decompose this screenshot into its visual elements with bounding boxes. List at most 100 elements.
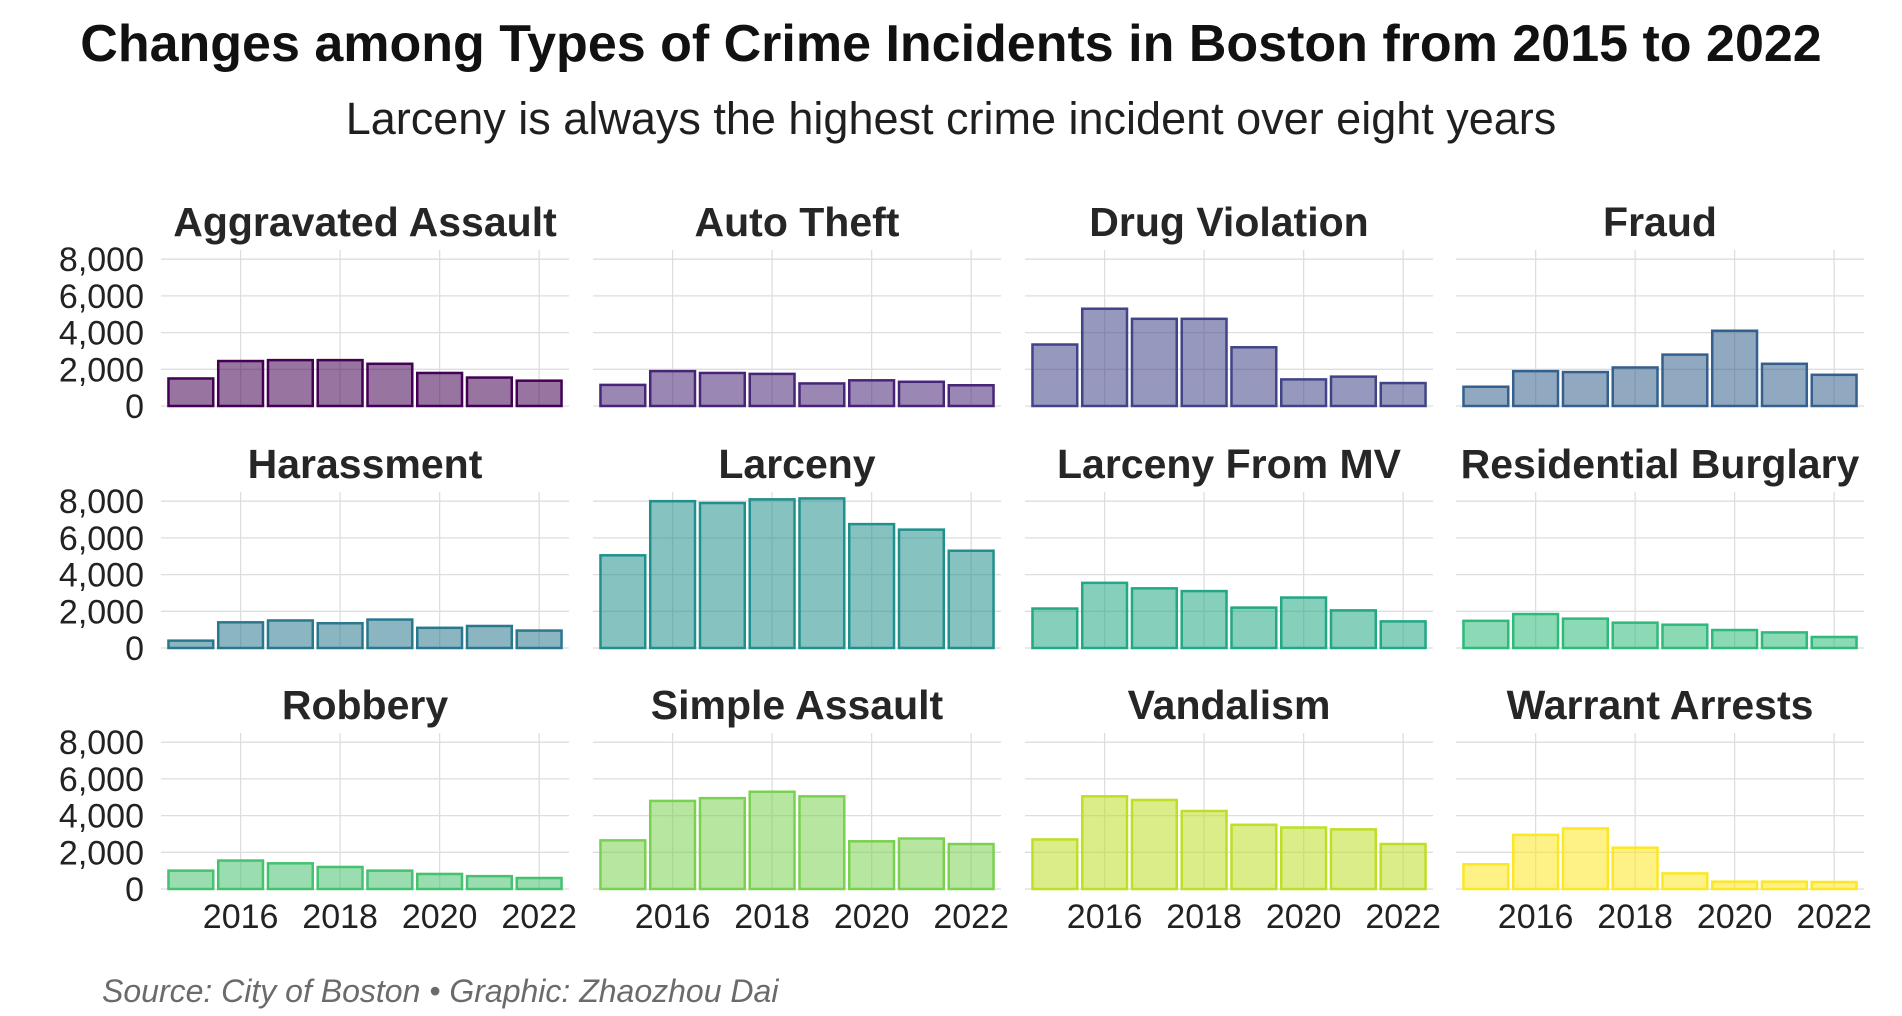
y-tick-label: 4,000 xyxy=(59,798,144,836)
bar-simple-assault-2017 xyxy=(698,796,747,891)
x-tick-label: 2022 xyxy=(501,898,577,936)
y-tick-label: 8,000 xyxy=(59,241,144,279)
y-tick-label: 0 xyxy=(125,388,144,426)
bar-harassment-2021 xyxy=(465,624,514,650)
bar-simple-assault-2022 xyxy=(947,842,995,891)
bar-residential-burglary-2016 xyxy=(1511,612,1560,650)
bar-auto-theft-2016 xyxy=(648,369,697,408)
bar-robbery-2020 xyxy=(415,872,464,891)
facet-warrant-arrests: Warrant Arrests 2016 2018 2020 2022 xyxy=(1456,682,1872,936)
x-tick-label: 2018 xyxy=(302,898,378,936)
x-tick-label: 2018 xyxy=(734,898,810,936)
facet-larceny-from-mv: Larceny From MV xyxy=(1025,441,1433,650)
facet-title: Auto Theft xyxy=(695,199,900,245)
bar-warrant-arrests-2017 xyxy=(1561,827,1610,891)
y-tick-label: 6,000 xyxy=(59,761,144,799)
bar-warrant-arrests-2015 xyxy=(1462,862,1510,891)
bar-vandalism-2016 xyxy=(1080,795,1129,891)
bar-auto-theft-2019 xyxy=(798,382,846,408)
bar-auto-theft-2017 xyxy=(698,371,747,408)
bar-simple-assault-2015 xyxy=(599,839,647,891)
bar-simple-assault-2016 xyxy=(648,799,697,891)
bar-larceny-2015 xyxy=(599,554,647,650)
facet-residential-burglary: Residential Burglary xyxy=(1456,441,1864,650)
bar-simple-assault-2020 xyxy=(847,840,896,891)
bar-vandalism-2018 xyxy=(1180,809,1228,891)
x-tick-label: 2022 xyxy=(933,898,1009,936)
bar-harassment-2015 xyxy=(167,639,215,650)
x-tick-label: 2022 xyxy=(1796,898,1872,936)
bar-larceny-2022 xyxy=(947,549,995,650)
bar-aggravated-assault-2020 xyxy=(415,371,464,408)
facet-title: Simple Assault xyxy=(651,682,944,728)
bar-aggravated-assault-2021 xyxy=(465,376,514,408)
bar-vandalism-2015 xyxy=(1031,838,1079,891)
bar-warrant-arrests-2019 xyxy=(1661,872,1709,891)
bar-aggravated-assault-2017 xyxy=(266,358,315,408)
bar-residential-burglary-2022 xyxy=(1810,635,1858,650)
bar-robbery-2015 xyxy=(167,869,215,891)
y-tick-label: 4,000 xyxy=(59,557,144,595)
bar-robbery-2019 xyxy=(366,869,414,891)
bar-aggravated-assault-2016 xyxy=(216,359,265,408)
bar-larceny-2021 xyxy=(897,528,946,650)
x-tick-label: 2016 xyxy=(635,898,711,936)
x-tick-label: 2018 xyxy=(1166,898,1242,936)
bar-larceny-from-mv-2021 xyxy=(1329,609,1378,650)
facet-title: Robbery xyxy=(282,682,449,728)
facet-title: Aggravated Assault xyxy=(173,199,557,245)
facet-title: Warrant Arrests xyxy=(1507,682,1814,728)
x-tick-label: 2020 xyxy=(1697,898,1773,936)
x-tick-label: 2020 xyxy=(1266,898,1342,936)
x-tick-label: 2016 xyxy=(1498,898,1574,936)
bar-auto-theft-2018 xyxy=(748,372,796,408)
bar-robbery-2022 xyxy=(515,876,563,891)
bar-fraud-2015 xyxy=(1462,385,1510,408)
bar-larceny-2017 xyxy=(698,501,747,650)
bar-vandalism-2017 xyxy=(1130,798,1179,891)
x-tick-label: 2018 xyxy=(1597,898,1673,936)
bar-warrant-arrests-2018 xyxy=(1611,846,1659,891)
bar-fraud-2017 xyxy=(1561,370,1610,408)
bar-aggravated-assault-2018 xyxy=(316,358,364,408)
facet-title: Vandalism xyxy=(1128,682,1331,728)
bar-harassment-2022 xyxy=(515,629,563,650)
bar-larceny-2020 xyxy=(847,522,896,650)
bar-residential-burglary-2019 xyxy=(1661,623,1709,650)
bar-drug-violation-2017 xyxy=(1130,317,1179,408)
bar-warrant-arrests-2021 xyxy=(1760,880,1809,891)
bar-larceny-from-mv-2022 xyxy=(1379,620,1427,650)
bar-fraud-2022 xyxy=(1810,373,1858,408)
bar-simple-assault-2021 xyxy=(897,837,946,891)
bar-larceny-from-mv-2019 xyxy=(1230,606,1278,650)
bar-auto-theft-2015 xyxy=(599,383,647,408)
y-tick-label: 2,000 xyxy=(59,834,144,872)
bar-residential-burglary-2021 xyxy=(1760,631,1809,650)
bar-larceny-from-mv-2018 xyxy=(1180,589,1228,650)
facet-drug-violation: Drug Violation xyxy=(1025,199,1433,408)
y-tick-label: 4,000 xyxy=(59,315,144,353)
bar-simple-assault-2019 xyxy=(798,795,846,891)
bar-harassment-2018 xyxy=(316,621,364,650)
x-tick-label: 2016 xyxy=(203,898,279,936)
facet-fraud: Fraud xyxy=(1456,199,1864,408)
y-tick-label: 2,000 xyxy=(59,351,144,389)
bar-drug-violation-2015 xyxy=(1031,343,1079,408)
bar-drug-violation-2020 xyxy=(1279,378,1328,408)
bar-larceny-from-mv-2015 xyxy=(1031,607,1079,650)
bar-residential-burglary-2020 xyxy=(1710,628,1759,650)
bar-fraud-2021 xyxy=(1760,362,1809,408)
chart-subtitle: Larceny is always the highest crime inci… xyxy=(345,93,1557,144)
bar-vandalism-2021 xyxy=(1329,828,1378,891)
bar-aggravated-assault-2015 xyxy=(167,377,215,408)
x-tick-label: 2020 xyxy=(834,898,910,936)
x-tick-label: 2016 xyxy=(1067,898,1143,936)
bar-drug-violation-2022 xyxy=(1379,381,1427,408)
bar-larceny-2018 xyxy=(748,498,796,650)
bar-warrant-arrests-2022 xyxy=(1810,880,1858,891)
bar-harassment-2017 xyxy=(266,619,315,650)
